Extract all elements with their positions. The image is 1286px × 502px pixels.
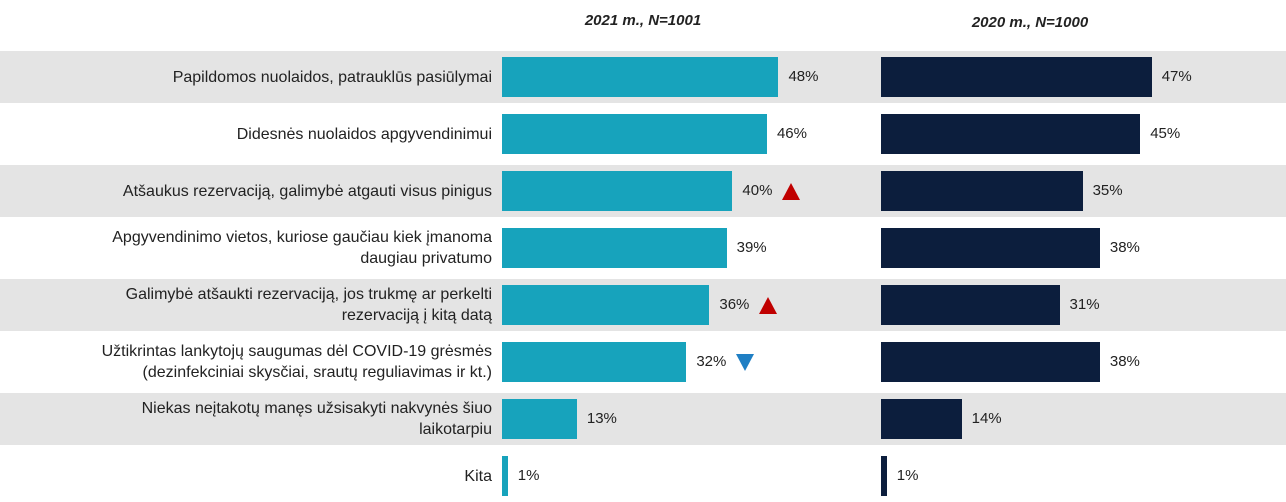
value-label-group: 35% <box>1093 171 1123 211</box>
value-label-group: 36% <box>719 285 778 325</box>
value-label: 32% <box>696 353 727 370</box>
down-marker <box>736 353 755 371</box>
value-label: 39% <box>736 239 767 256</box>
value-label: 45% <box>1150 125 1181 142</box>
up-marker <box>782 182 801 200</box>
value-label-group: 47% <box>1162 57 1192 97</box>
bar <box>881 285 1060 325</box>
value-label: 48% <box>788 68 819 85</box>
value-label: 35% <box>1092 182 1123 199</box>
category-label: Atšaukus rezervaciją, galimybė atgauti v… <box>122 182 492 200</box>
bar <box>881 57 1152 97</box>
value-label: 36% <box>719 296 750 313</box>
row-band <box>0 393 1286 445</box>
value-label-group: 38% <box>1110 342 1140 382</box>
bar <box>881 114 1141 154</box>
value-label-group: 45% <box>1150 114 1180 154</box>
value-label: 38% <box>1109 239 1140 256</box>
bar <box>502 399 577 439</box>
category-label: Apgyvendinimo vietos, kuriose gaučiau ki… <box>112 229 492 267</box>
panel-title: 2020 m., N=1000 <box>971 14 1089 31</box>
bar <box>881 171 1083 211</box>
value-label-group: 13% <box>587 399 617 439</box>
bar <box>881 342 1100 382</box>
value-label: 38% <box>1109 353 1140 370</box>
value-label-group: 1% <box>897 456 919 496</box>
up-marker <box>759 296 778 314</box>
bar <box>502 57 779 97</box>
value-label-group: 39% <box>737 228 767 268</box>
value-label: 14% <box>971 410 1002 427</box>
bar <box>502 456 508 496</box>
category-label: Kita <box>464 467 492 485</box>
value-label: 1% <box>517 467 540 484</box>
category-label: Papildomos nuolaidos, patrauklūs pasiūly… <box>172 68 492 86</box>
bar <box>881 456 887 496</box>
bar <box>502 171 733 211</box>
category-label: Niekas neįtakotų manęs užsisakyti nakvyn… <box>141 400 492 438</box>
value-label: 40% <box>742 182 773 199</box>
value-label-group: 14% <box>972 399 1002 439</box>
value-label-group: 31% <box>1070 285 1100 325</box>
category-label: Didesnės nuolaidos apgyvendinimui <box>236 125 492 143</box>
value-label: 31% <box>1069 296 1100 313</box>
value-label: 1% <box>896 467 919 484</box>
value-label-group: 48% <box>788 57 818 97</box>
bar <box>881 399 962 439</box>
panel-title: 2021 m., N=1001 <box>584 12 702 29</box>
value-label: 13% <box>586 410 617 427</box>
value-label-group: 46% <box>777 114 807 154</box>
bar <box>502 342 687 382</box>
bar <box>502 228 727 268</box>
bar <box>502 285 710 325</box>
bar <box>881 228 1100 268</box>
value-label-group: 38% <box>1110 228 1140 268</box>
bar <box>502 114 767 154</box>
value-label: 46% <box>776 125 807 142</box>
category-label: Galimybė atšaukti rezervaciją, jos trukm… <box>125 286 492 324</box>
value-label-group: 32% <box>696 342 755 382</box>
value-label-group: 1% <box>518 456 540 496</box>
value-label: 47% <box>1161 68 1192 85</box>
value-label-group: 40% <box>742 171 801 211</box>
category-label: Užtikrintas lankytojų saugumas dėl COVID… <box>101 343 492 381</box>
